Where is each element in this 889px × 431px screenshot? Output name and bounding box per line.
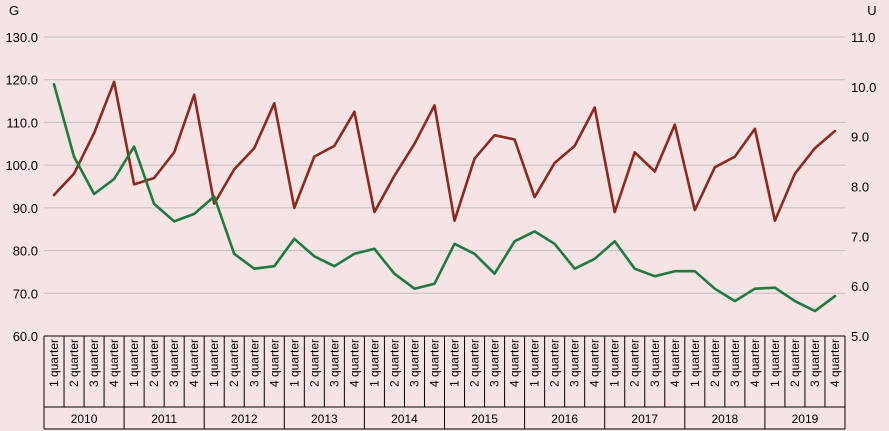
quarter-tick-label: 3 quarter bbox=[648, 339, 662, 387]
quarter-tick-label: 1 quarter bbox=[608, 339, 622, 387]
right-tick-label: 11.0 bbox=[851, 30, 875, 45]
series-line bbox=[52, 83, 837, 313]
quarter-tick-label: 1 quarter bbox=[127, 339, 141, 387]
quarter-tick-label: 1 quarter bbox=[287, 339, 301, 387]
x-axis-category-table: 1 quarter 2 quarter 3 quarter 4 quarter 1 qu… bbox=[43, 336, 846, 430]
quarter-tick-label: 3 quarter bbox=[568, 339, 582, 387]
quarter-tick-label: 2 quarter bbox=[387, 339, 401, 387]
quarter-tick-label: 2 quarter bbox=[307, 339, 321, 387]
year-label: 2013 bbox=[311, 412, 338, 426]
quarter-tick-label: 3 quarter bbox=[488, 339, 502, 387]
left-tick-label: 100.0 bbox=[5, 158, 38, 173]
quarter-tick-label: 2 quarter bbox=[227, 339, 241, 387]
right-axis-ticks: 5.0 6.0 7.0 8.0 9.0 10.0 11.0 bbox=[851, 30, 876, 344]
quarter-tick-label: 1 quarter bbox=[47, 339, 61, 387]
quarter-tick-label: 2 quarter bbox=[468, 339, 482, 387]
quarter-tick-label: 3 quarter bbox=[167, 339, 181, 387]
series-group bbox=[52, 80, 837, 313]
right-tick-label: 9.0 bbox=[851, 130, 869, 145]
quarter-tick-label: 4 quarter bbox=[588, 339, 602, 387]
quarter-tick-label: 4 quarter bbox=[267, 339, 281, 387]
quarter-tick-label: 3 quarter bbox=[327, 339, 341, 387]
right-axis-label: U bbox=[867, 3, 876, 18]
year-label: 2010 bbox=[71, 412, 98, 426]
left-tick-label: 90.0 bbox=[13, 201, 38, 216]
right-tick-label: 8.0 bbox=[851, 180, 869, 195]
left-axis-label: G bbox=[9, 3, 19, 18]
left-tick-label: 60.0 bbox=[13, 329, 38, 344]
quarter-tick-label: 3 quarter bbox=[247, 339, 261, 387]
left-axis-ticks: 60.0 70.0 80.0 90.0 100.0 110.0 120.0 130.0 bbox=[5, 30, 38, 344]
series-line bbox=[52, 80, 837, 222]
left-tick-label: 110.0 bbox=[6, 115, 38, 130]
quarter-tick-label: 1 quarter bbox=[448, 339, 462, 387]
quarter-tick-label: 3 quarter bbox=[407, 339, 421, 387]
year-label: 2014 bbox=[391, 412, 418, 426]
quarter-tick-label: 1 quarter bbox=[768, 339, 782, 387]
right-tick-label: 5.0 bbox=[851, 329, 869, 344]
right-tick-label: 10.0 bbox=[851, 80, 876, 95]
quarter-tick-label: 4 quarter bbox=[427, 339, 441, 387]
quarter-tick-label: 4 quarter bbox=[828, 339, 842, 387]
quarter-tick-label: 2 quarter bbox=[67, 339, 81, 387]
year-label: 2019 bbox=[792, 412, 819, 426]
quarter-tick-label: 2 quarter bbox=[628, 339, 642, 387]
year-label: 2015 bbox=[471, 412, 498, 426]
quarter-tick-label: 4 quarter bbox=[107, 339, 121, 387]
year-label: 2011 bbox=[151, 412, 177, 426]
quarter-tick-label: 3 quarter bbox=[87, 339, 101, 387]
year-label: 2012 bbox=[231, 412, 258, 426]
quarter-tick-label: 1 quarter bbox=[688, 339, 702, 387]
quarter-tick-label: 4 quarter bbox=[508, 339, 522, 387]
quarter-tick-label: 2 quarter bbox=[708, 339, 722, 387]
quarter-tick-label: 2 quarter bbox=[548, 339, 562, 387]
quarter-tick-label: 2 quarter bbox=[147, 339, 161, 387]
left-tick-label: 120.0 bbox=[5, 73, 38, 88]
quarter-tick-label: 3 quarter bbox=[808, 339, 822, 387]
right-tick-label: 6.0 bbox=[851, 279, 869, 294]
quarter-tick-label: 1 quarter bbox=[207, 339, 221, 387]
right-tick-label: 7.0 bbox=[851, 229, 869, 244]
year-label: 2018 bbox=[711, 412, 738, 426]
left-tick-label: 70.0 bbox=[13, 286, 38, 301]
quarter-tick-label: 4 quarter bbox=[347, 339, 361, 387]
quarter-tick-label: 2 quarter bbox=[788, 339, 802, 387]
left-tick-label: 130.0 bbox=[5, 30, 38, 45]
year-label: 2016 bbox=[551, 412, 578, 426]
quarter-tick-label: 4 quarter bbox=[187, 339, 201, 387]
series-right-axis bbox=[52, 83, 837, 313]
left-tick-label: 80.0 bbox=[13, 244, 38, 259]
series-left-axis bbox=[52, 80, 837, 222]
year-label: 2017 bbox=[631, 412, 658, 426]
quarter-tick-label: 1 quarter bbox=[528, 339, 542, 387]
quarter-tick-label: 3 quarter bbox=[728, 339, 742, 387]
quarter-tick-label: 1 quarter bbox=[367, 339, 381, 387]
gridlines bbox=[44, 36, 845, 337]
quarter-tick-label: 4 quarter bbox=[748, 339, 762, 387]
quarter-tick-label: 4 quarter bbox=[668, 339, 682, 387]
